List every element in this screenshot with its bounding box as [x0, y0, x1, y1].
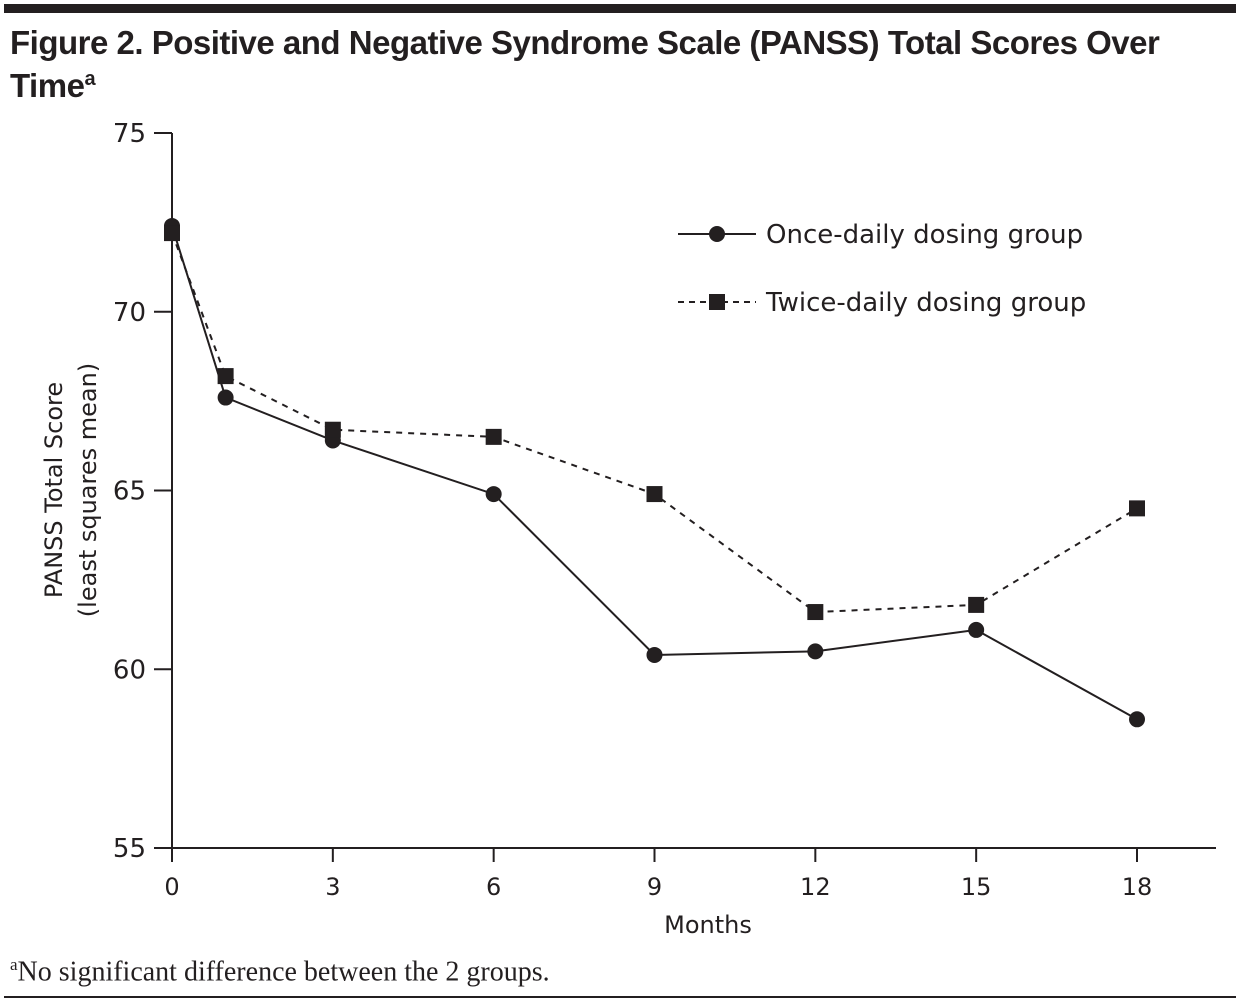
twice-daily-point	[324, 421, 341, 438]
top-rule	[4, 4, 1236, 13]
y-tick-label: 70	[113, 298, 146, 328]
once-daily-point	[968, 621, 985, 638]
twice-daily-point	[968, 596, 985, 613]
once-daily-point	[217, 389, 234, 406]
x-tick-label: 3	[325, 873, 340, 901]
once-daily-line	[171, 225, 1138, 721]
x-tick-label: 0	[164, 873, 179, 901]
y-tick-label: 55	[113, 834, 146, 864]
once-daily-point	[485, 486, 502, 503]
legend-label: Twice-daily dosing group	[765, 288, 1086, 318]
y-axis-label-line2: (least squares mean)	[74, 363, 102, 617]
bottom-rule	[4, 996, 1236, 998]
y-tick-label: 60	[113, 655, 146, 685]
x-tick-label: 12	[800, 873, 831, 901]
twice-daily-point	[646, 486, 663, 503]
x-tick-label: 6	[486, 873, 501, 901]
x-tick-label: 18	[1122, 873, 1153, 901]
footnote: aNo significant difference between the 2…	[10, 955, 550, 988]
twice-daily-point	[1129, 500, 1145, 517]
legend-marker-circle	[709, 226, 725, 242]
legend-marker-square	[709, 294, 725, 310]
once-daily-point	[1129, 711, 1145, 728]
y-tick-label: 65	[113, 477, 146, 507]
twice-daily-line	[171, 232, 1138, 614]
y-axis-label-line1: PANSS Total Score	[40, 382, 68, 598]
figure-title: Figure 2. Positive and Negative Syndrome…	[10, 24, 1160, 104]
x-tick-label: 15	[961, 873, 992, 901]
once-daily-point	[646, 646, 663, 663]
legend-label: Once-daily dosing group	[766, 220, 1083, 250]
x-tick-label: 9	[647, 873, 662, 901]
twice-daily-point	[485, 428, 502, 445]
twice-daily-point	[164, 225, 180, 242]
x-axis-label: Months	[664, 911, 752, 939]
twice-daily-point	[217, 368, 234, 385]
y-tick-label: 75	[113, 119, 146, 149]
once-daily-point	[807, 643, 824, 660]
twice-daily-point	[807, 604, 824, 621]
